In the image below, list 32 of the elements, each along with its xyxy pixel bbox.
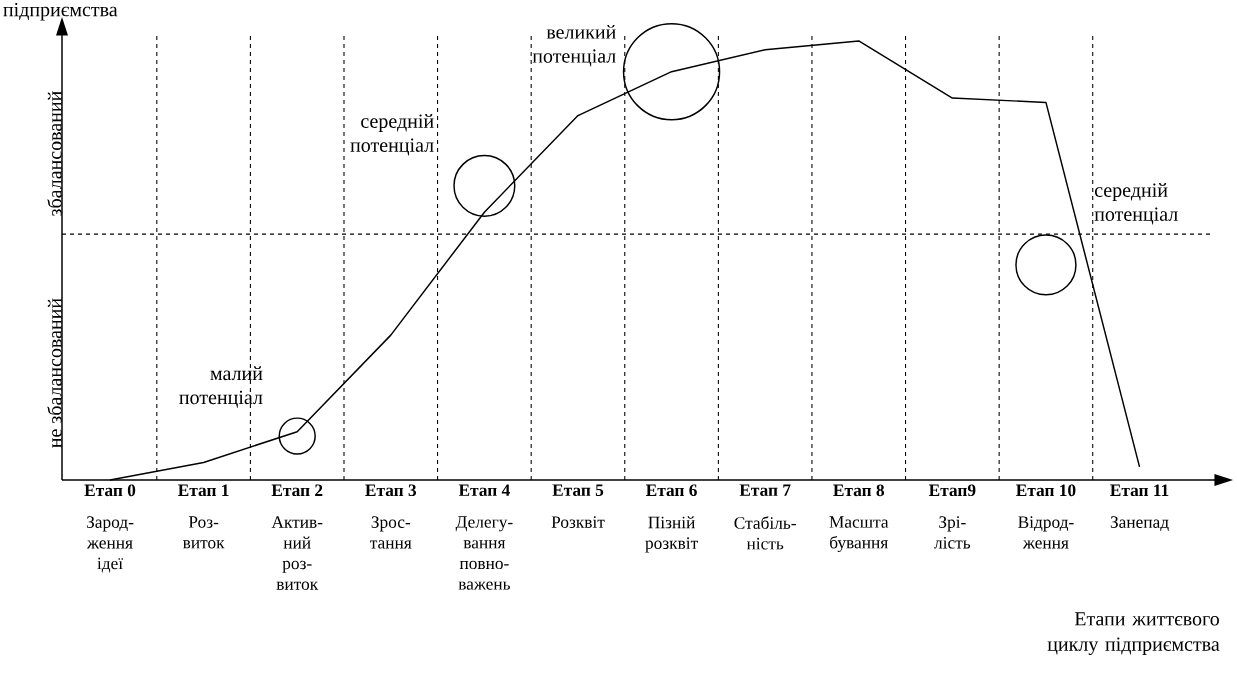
text: Зарод-ження ідеї (86, 516, 134, 573)
x-tick-label: Етап9 (928, 484, 976, 497)
x-tick-label: Етап 3 (365, 484, 417, 497)
text: Зрос-тання (370, 516, 412, 549)
text: Актив-ний роз-виток (271, 516, 323, 590)
text: Занепад (1110, 516, 1169, 532)
text: Зрі-лість (934, 516, 971, 549)
x-tick-label: Етап 4 (458, 484, 510, 497)
text: Пізній розквіт (645, 516, 698, 553)
x-tick-label: Етап 5 (552, 484, 604, 496)
annotation: малий потенціал (179, 366, 263, 408)
text: Масшта бування (829, 516, 889, 553)
x-tick-label: Етап 11 (1110, 484, 1169, 497)
text: Етапи життєвого циклу підприємства (1047, 612, 1220, 656)
text: Відрод-ження (1018, 516, 1074, 549)
x-tick-label: Етап 8 (833, 484, 885, 497)
x-tick-label: Етап 10 (1016, 484, 1076, 497)
annotation: великий потенціал (532, 24, 616, 67)
annotation: середній потенціал (350, 114, 434, 156)
annotation: середній потенціал (1094, 183, 1178, 225)
text: збалансований (47, 91, 62, 216)
text: не збалансований (47, 298, 62, 448)
text: Стабіль-ність (734, 516, 796, 550)
x-tick-label: Етап 0 (84, 484, 136, 497)
text: Роз-виток (182, 516, 225, 549)
text: Розквіт (551, 516, 605, 528)
text: Делегу-вання повно-важень (455, 516, 513, 590)
x-tick-label: Етап 1 (178, 484, 229, 497)
x-tick-label: Етап 7 (739, 484, 791, 496)
y-axis-title: підприємства (3, 2, 118, 21)
x-tick-label: Етап 6 (646, 484, 697, 497)
x-tick-label: Етап 2 (271, 484, 323, 497)
